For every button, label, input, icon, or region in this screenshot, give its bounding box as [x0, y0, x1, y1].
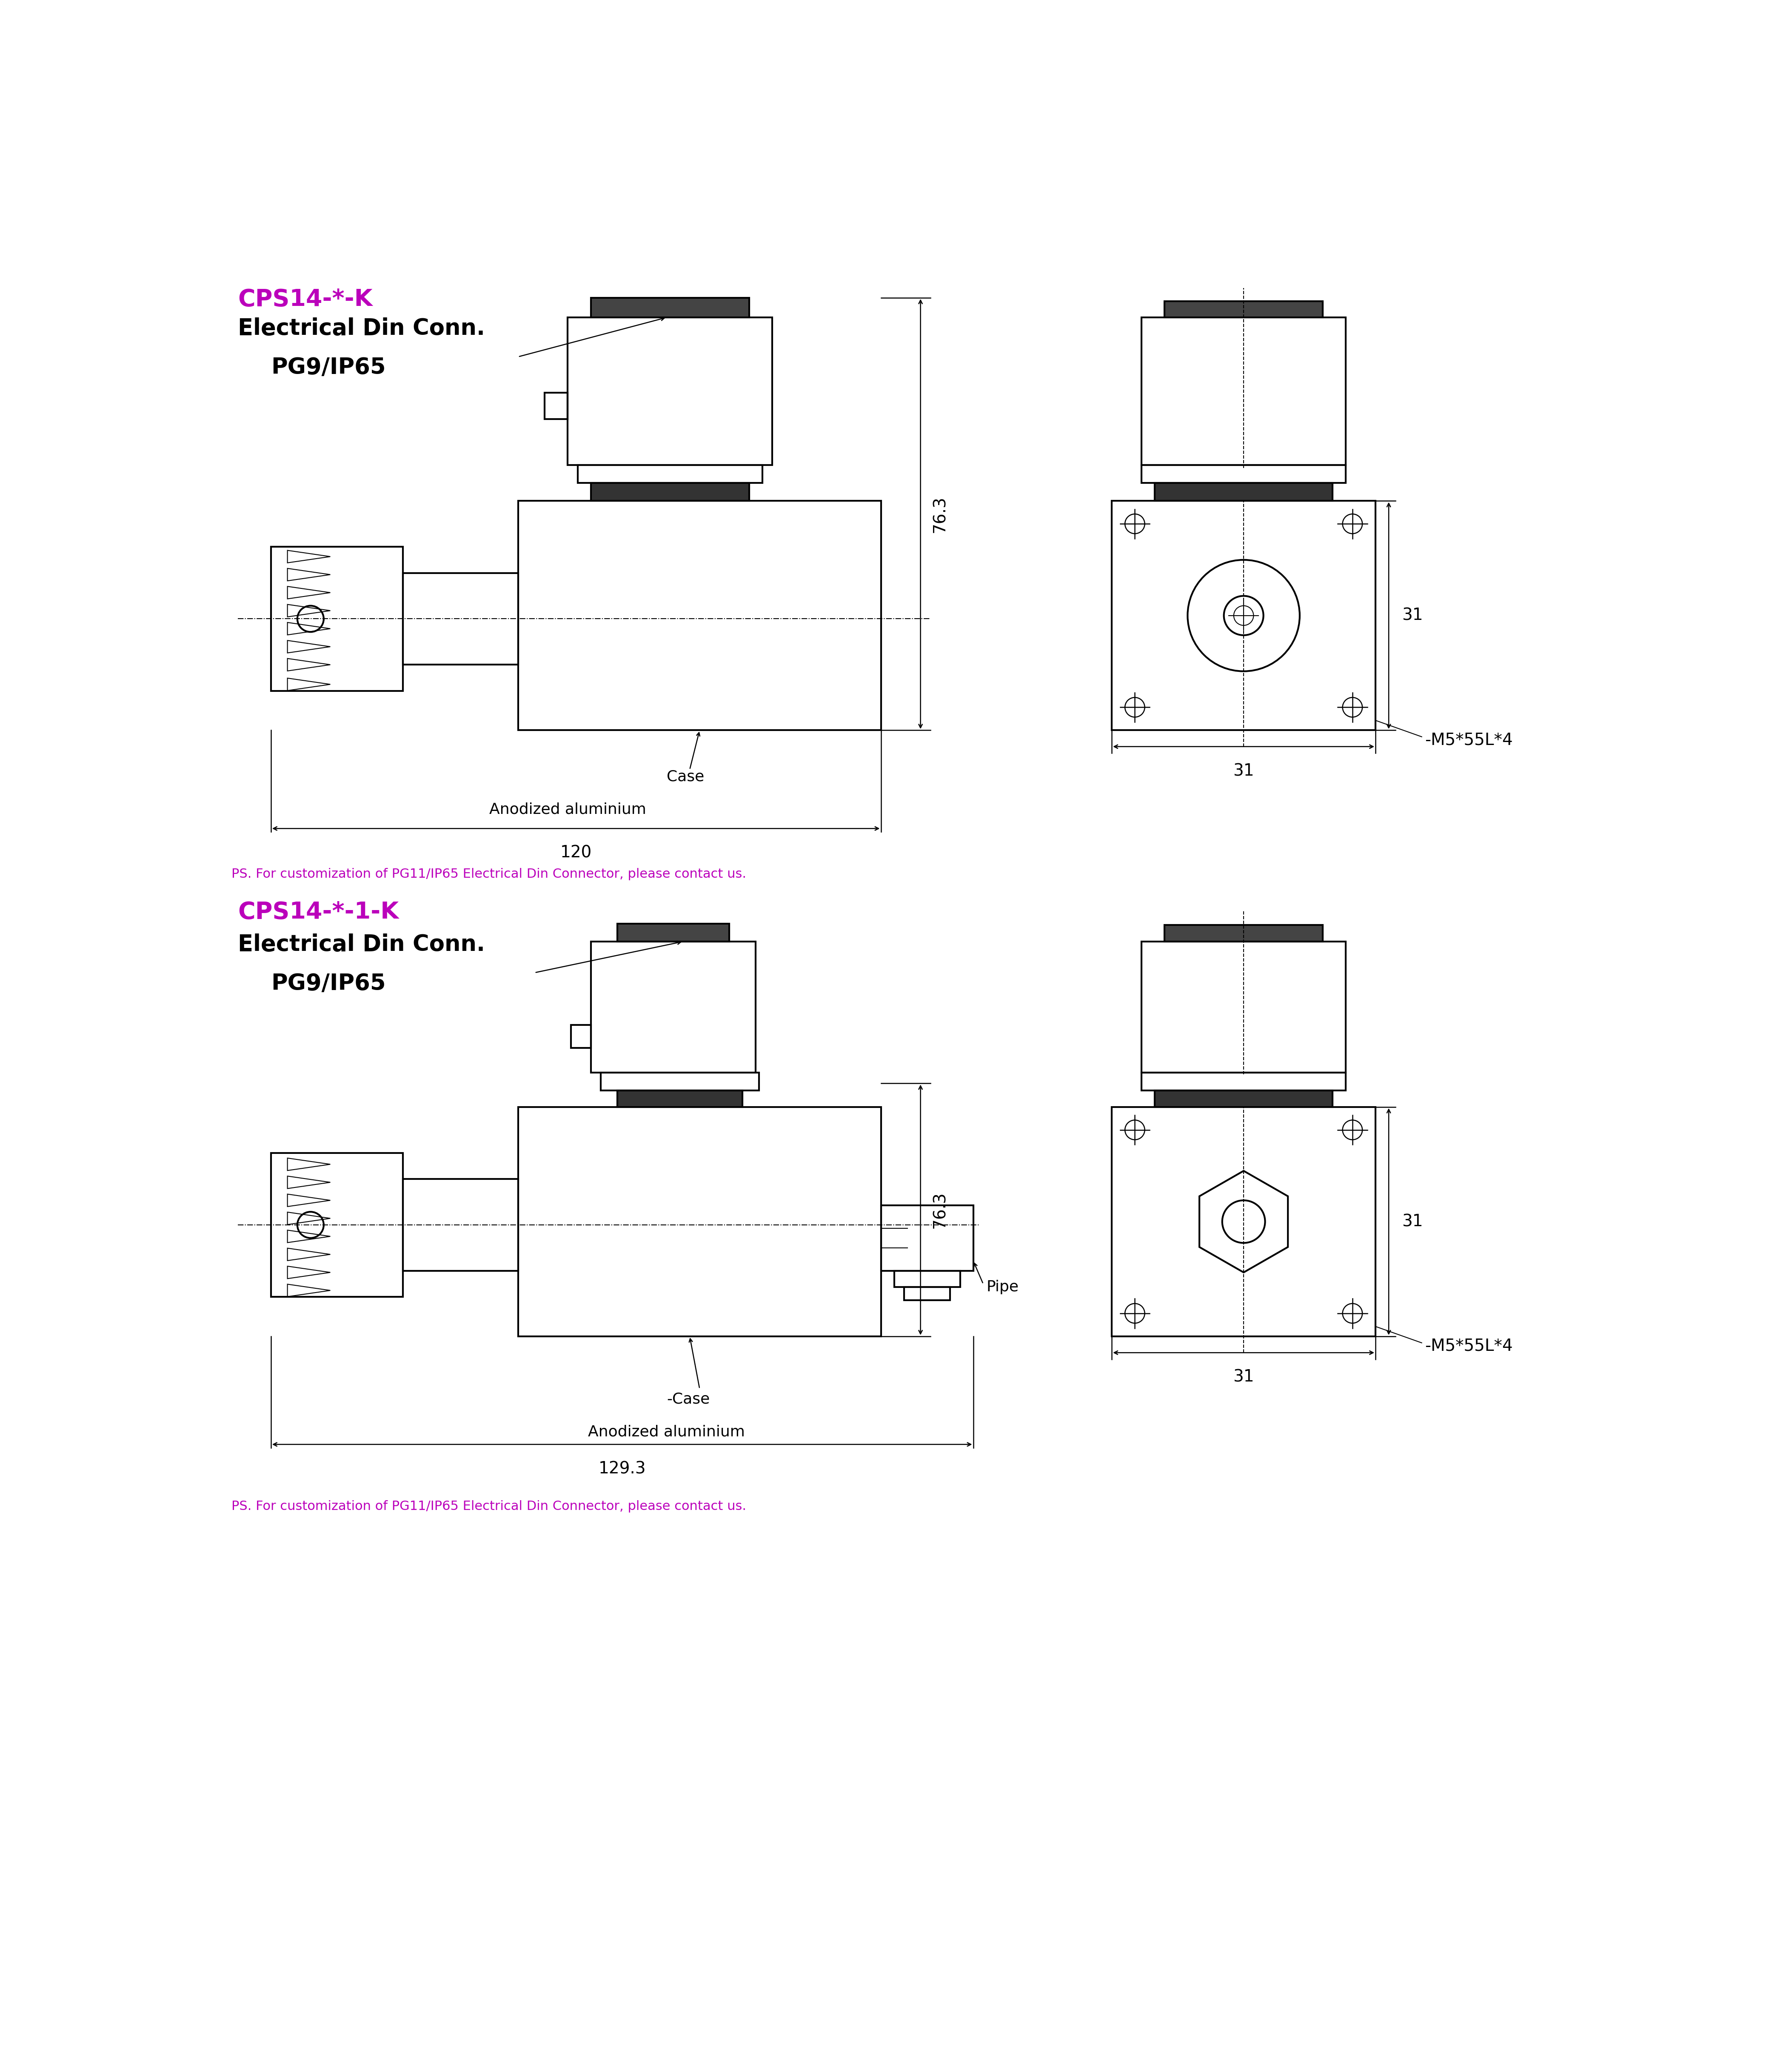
Bar	[1155, 483, 1333, 501]
Bar	[517, 1106, 881, 1336]
Bar	[1141, 941, 1347, 1073]
Text: PG9/IP65: PG9/IP65	[271, 356, 386, 379]
Bar	[271, 547, 402, 690]
Bar	[617, 1090, 742, 1106]
Text: Case: Case	[666, 769, 703, 783]
Bar	[590, 483, 750, 501]
Text: Electrical Din Conn.: Electrical Din Conn.	[237, 317, 486, 340]
Bar	[590, 298, 750, 317]
Text: 31: 31	[1233, 1370, 1255, 1386]
Text: 31: 31	[1402, 607, 1423, 624]
Text: -M5*55L*4: -M5*55L*4	[1425, 731, 1513, 748]
Bar	[590, 941, 755, 1073]
Text: -Case: -Case	[666, 1392, 711, 1407]
Bar	[567, 317, 773, 464]
Bar	[1111, 1106, 1375, 1336]
Bar	[881, 1206, 973, 1270]
Text: Anodized aluminium: Anodized aluminium	[489, 802, 647, 816]
Bar	[1141, 1073, 1347, 1090]
Text: PS. For customization of PG11/IP65 Electrical Din Connector, please contact us.: PS. For customization of PG11/IP65 Elect…	[232, 868, 746, 881]
Bar	[544, 394, 567, 419]
Bar	[271, 1152, 402, 1297]
Bar	[402, 1179, 517, 1270]
Bar	[895, 1270, 960, 1287]
Bar	[1155, 1090, 1333, 1106]
Text: 120: 120	[560, 845, 592, 862]
Text: PS. For customization of PG11/IP65 Electrical Din Connector, please contact us.: PS. For customization of PG11/IP65 Elect…	[232, 1500, 746, 1513]
Text: 76.3: 76.3	[932, 1191, 948, 1229]
Bar	[1141, 464, 1347, 483]
Bar	[904, 1287, 950, 1301]
Text: 31: 31	[1402, 1214, 1423, 1229]
Text: -M5*55L*4: -M5*55L*4	[1425, 1339, 1513, 1355]
Bar	[1164, 300, 1322, 317]
Text: Anodized aluminium: Anodized aluminium	[588, 1426, 744, 1440]
Bar	[571, 1026, 590, 1048]
Bar	[402, 574, 517, 665]
Bar	[1141, 317, 1347, 464]
Text: PG9/IP65: PG9/IP65	[271, 972, 386, 995]
Bar	[617, 924, 730, 941]
Text: 31: 31	[1233, 762, 1255, 779]
Text: Pipe: Pipe	[987, 1280, 1019, 1295]
Text: 76.3: 76.3	[932, 495, 948, 533]
Text: CPS14-*-K: CPS14-*-K	[237, 288, 372, 311]
Bar	[1111, 501, 1375, 729]
Bar	[578, 464, 762, 483]
Bar	[601, 1073, 758, 1090]
Text: Electrical Din Conn.: Electrical Din Conn.	[237, 932, 486, 955]
Bar	[517, 501, 881, 729]
Text: 129.3: 129.3	[599, 1461, 645, 1477]
Bar	[1164, 924, 1322, 941]
Text: CPS14-*-1-K: CPS14-*-1-K	[237, 901, 399, 924]
